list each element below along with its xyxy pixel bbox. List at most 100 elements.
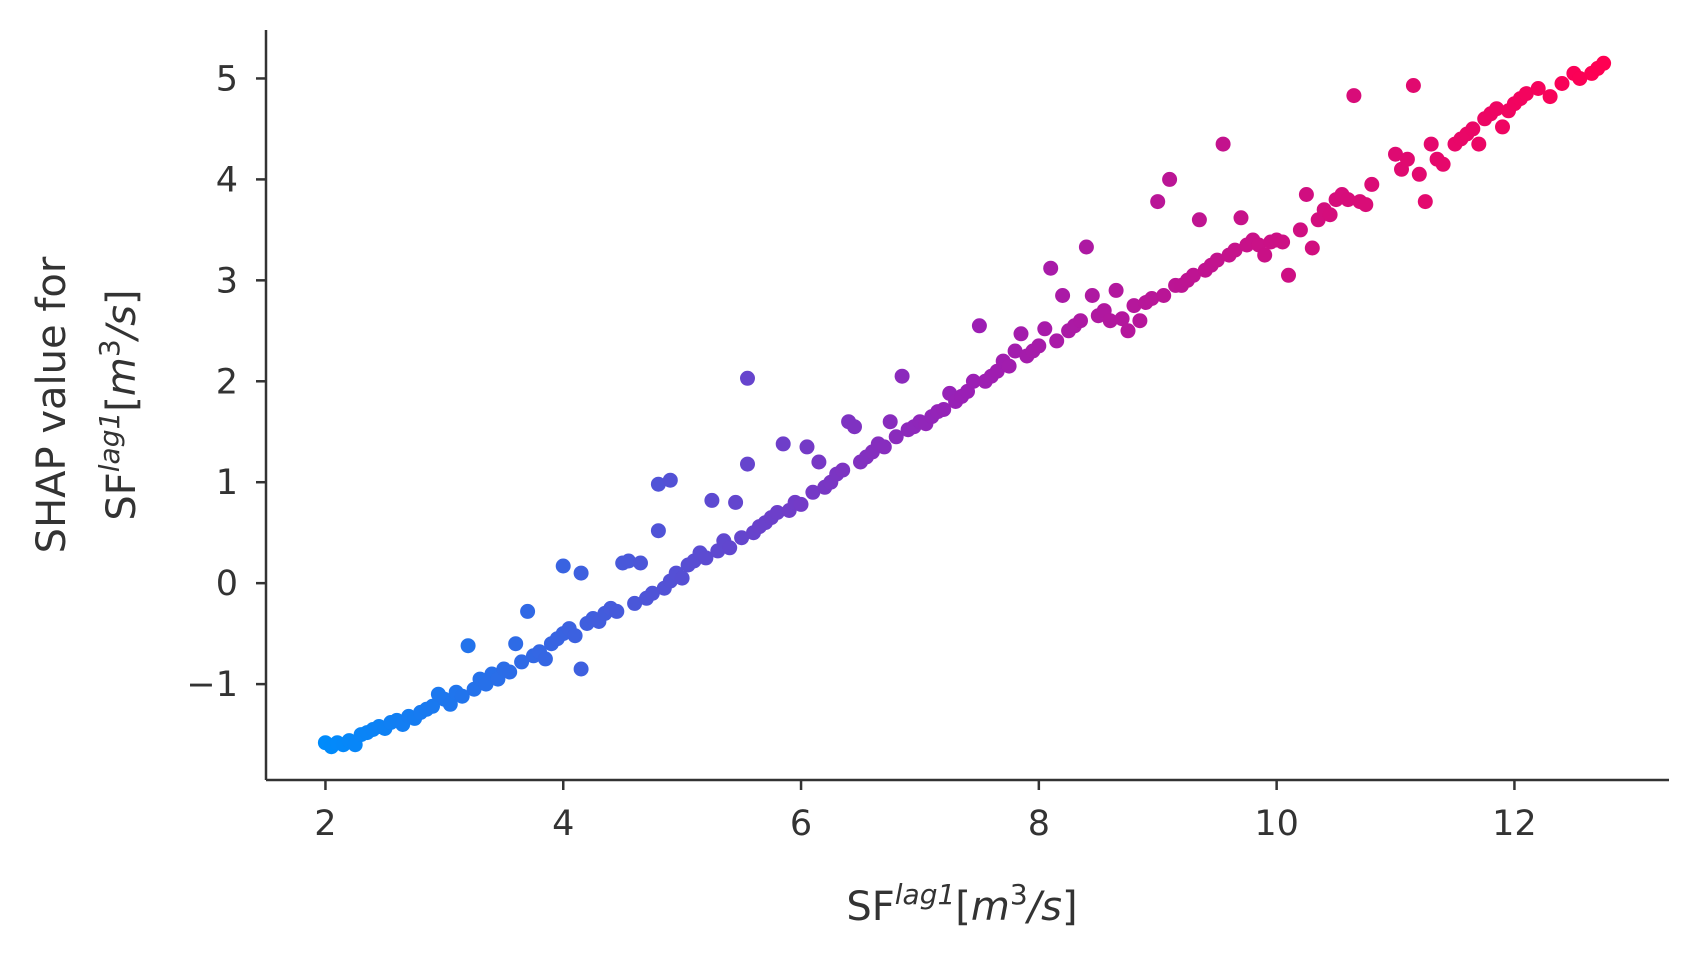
scatter-point-185 [1411,166,1427,182]
y-axis-label-line2: SFlag1[m3/s] [93,289,145,520]
scatter-point-166 [1275,234,1291,250]
scatter-point-21 [442,696,458,712]
y-tick-label-1: 0 [216,564,238,604]
scatter-point-133 [1078,239,1094,255]
scatter-point-146 [1156,288,1172,303]
scatter-point-92 [835,462,851,478]
scatter-point-120 [1001,358,1017,374]
scatter-point-138 [1108,282,1124,298]
scatter-point-144 [1144,291,1160,306]
scatter-point-167 [1281,267,1296,283]
scatter-point-159 [1233,210,1249,226]
scatter-point-210 [1596,55,1612,71]
scatter-point-41 [555,558,571,574]
scatter-point-76 [740,370,755,386]
scatter-point-82 [775,436,791,452]
scatter-points [317,55,1612,755]
scatter-point-115 [971,318,987,334]
scatter-point-189 [1435,156,1451,172]
scatter-point-43 [567,628,583,644]
x-axis-ticks: 2 4 6 8 10 12 [314,780,1537,844]
scatter-point-114 [965,373,981,389]
scatter-point-45 [573,565,589,581]
scatter-point-101 [888,429,904,445]
scatter-point-87 [805,484,821,500]
scatter-point-32 [508,636,524,652]
scatter-point-187 [1423,136,1439,152]
scatter-point-173 [1322,207,1338,223]
scatter-point-69 [704,492,720,508]
scatter-point-54 [627,595,643,611]
scatter-point-128 [1049,333,1065,349]
scatter-point-121 [1007,343,1023,359]
scatter-point-169 [1298,187,1314,202]
x-tick-label-3: 8 [1028,804,1050,844]
scatter-point-122 [1013,326,1029,342]
scatter-point-181 [1388,146,1403,162]
scatter-point-139 [1114,311,1130,327]
scatter-point-183 [1399,151,1415,167]
scatter-point-156 [1215,136,1231,152]
scatter-point-127 [1043,260,1059,276]
scatter-point-198 [1495,119,1510,135]
scatter-point-184 [1405,78,1421,93]
scatter-point-170 [1304,240,1320,256]
scatter-point-31 [502,664,518,680]
scatter-point-126 [1037,321,1053,337]
scatter-point-102 [894,368,910,384]
y-tick-label-6: 5 [216,59,238,99]
scatter-point-147 [1162,171,1178,187]
scatter-point-176 [1340,192,1356,208]
scatter-point-64 [674,570,690,586]
scatter-point-23 [454,688,470,704]
scatter-point-51 [609,603,625,619]
scatter-point-100 [882,414,898,430]
scatter-point-152 [1191,212,1207,228]
scatter-point-202 [1518,86,1534,102]
scatter-point-125 [1031,338,1047,354]
scatter-point-74 [734,530,750,546]
scatter-point-137 [1102,313,1118,329]
scatter-point-163 [1257,247,1273,263]
scatter-point-203 [1530,81,1546,96]
scatter-point-59 [650,476,666,492]
scatter-point-168 [1292,222,1308,238]
y-tick-label-3: 2 [216,362,238,402]
scatter-point-44 [573,661,589,677]
scatter-point-140 [1120,323,1136,339]
y-tick-label-5: 4 [216,160,238,200]
scatter-point-85 [793,496,809,512]
y-axis-ticks: −1 0 1 2 3 4 5 [186,59,266,705]
x-tick-label-2: 6 [790,804,812,844]
scatter-point-129 [1055,288,1071,303]
scatter-point-72 [722,540,738,556]
scatter-point-158 [1227,242,1243,258]
scatter-point-62 [662,472,678,488]
scatter-point-205 [1554,76,1570,91]
scatter-point-75 [740,456,755,472]
scatter-point-18 [425,698,440,714]
scatter-point-88 [811,454,827,470]
scatter-point-141 [1126,298,1142,314]
scatter-point-94 [847,419,862,435]
scatter-point-57 [644,585,660,601]
scatter-point-73 [728,494,744,510]
y-axis-label-line1: SHAP value for [29,256,75,553]
x-tick-label-0: 2 [314,804,336,844]
x-tick-label-1: 4 [552,804,574,844]
y-tick-label-4: 3 [216,261,238,301]
scatter-point-58 [650,523,666,539]
scatter-point-193 [1465,121,1481,137]
scatter-point-33 [514,654,530,670]
scatter-point-151 [1185,267,1201,283]
scatter-point-34 [520,603,536,619]
scatter-point-132 [1073,313,1088,329]
y-tick-label-2: 1 [216,463,238,503]
scatter-point-86 [799,439,815,455]
scatter-point-186 [1417,194,1433,210]
scatter-point-81 [769,505,785,520]
scatter-point-177 [1346,88,1362,104]
scatter-point-194 [1471,136,1487,152]
y-axis-label: SHAP value for SFlag1[m3/s] [29,256,145,553]
scatter-point-145 [1150,194,1166,210]
